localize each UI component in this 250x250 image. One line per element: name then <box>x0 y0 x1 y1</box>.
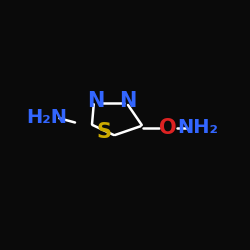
Text: S: S <box>96 122 111 142</box>
Text: NH₂: NH₂ <box>177 118 218 137</box>
Text: N: N <box>88 91 105 111</box>
Text: O: O <box>159 118 176 138</box>
Text: N: N <box>119 91 136 111</box>
Text: H₂N: H₂N <box>26 108 67 127</box>
